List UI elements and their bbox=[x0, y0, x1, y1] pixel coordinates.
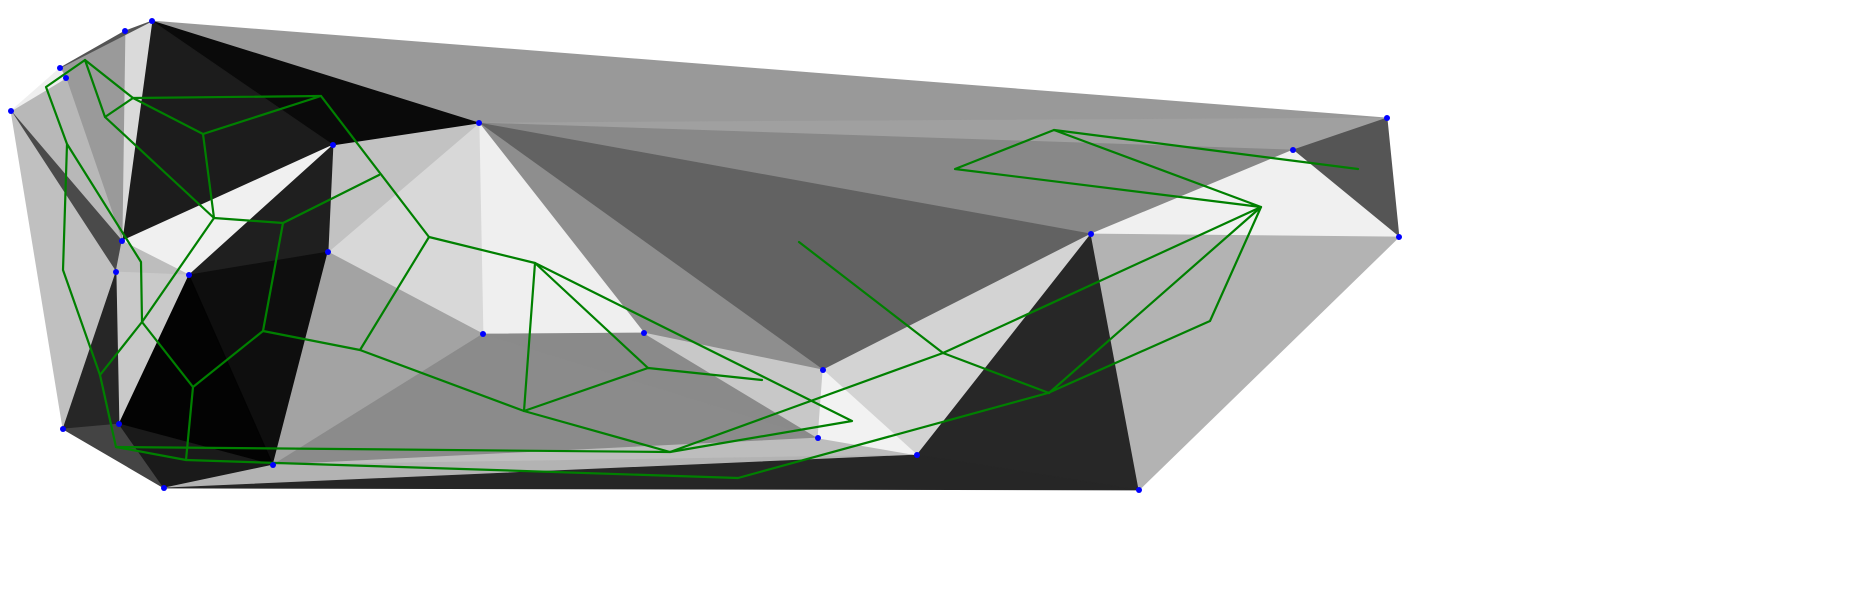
vertex-layer bbox=[8, 18, 1402, 493]
vertex-point bbox=[1396, 234, 1402, 240]
vertex-point bbox=[270, 462, 276, 468]
dual-graph-edge bbox=[114, 351, 945, 454]
vertex-point bbox=[1290, 147, 1296, 153]
triangle-layer bbox=[10, 20, 1400, 491]
dual-graph-edge bbox=[131, 96, 205, 136]
vertex-point bbox=[914, 452, 920, 458]
dual-graph-edge bbox=[261, 94, 431, 352]
vertex-point bbox=[113, 269, 119, 275]
vertex-point bbox=[1384, 115, 1390, 121]
triangle-face bbox=[1090, 233, 1400, 491]
dual-graph-layer bbox=[44, 58, 1360, 480]
vertex-point bbox=[480, 331, 486, 337]
vertex-point bbox=[119, 238, 125, 244]
vertex-point bbox=[325, 249, 331, 255]
dual-graph-edge bbox=[941, 351, 1051, 395]
vertex-point bbox=[1088, 231, 1094, 237]
dual-graph-edge bbox=[98, 373, 195, 462]
triangle-face bbox=[10, 67, 67, 112]
vertex-point bbox=[161, 485, 167, 491]
vertex-point bbox=[57, 65, 63, 71]
vertex-point bbox=[186, 272, 192, 278]
vertex-point bbox=[641, 330, 647, 336]
dual-graph-edge bbox=[533, 261, 650, 370]
vertex-point bbox=[820, 367, 826, 373]
vertex-point bbox=[63, 75, 69, 81]
dual-graph-edge bbox=[1052, 128, 1360, 171]
vertex-point bbox=[476, 120, 482, 126]
dual-graph-edge bbox=[83, 58, 135, 100]
vertex-point bbox=[116, 421, 122, 427]
vertex-point bbox=[122, 28, 128, 34]
triangle-face bbox=[59, 20, 153, 69]
vertex-point bbox=[815, 435, 821, 441]
vertex-point bbox=[1136, 487, 1142, 493]
vertex-point bbox=[149, 18, 155, 24]
dual-graph-edge bbox=[44, 58, 144, 377]
vertex-point bbox=[60, 426, 66, 432]
vertex-point bbox=[8, 108, 14, 114]
triangle-face bbox=[817, 369, 918, 456]
vertex-point bbox=[330, 142, 336, 148]
